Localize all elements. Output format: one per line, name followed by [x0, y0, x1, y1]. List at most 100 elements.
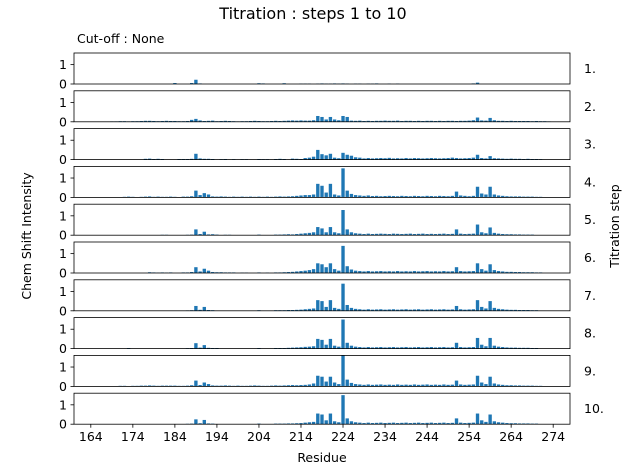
bar: [290, 158, 295, 160]
bar: [517, 385, 522, 387]
bar: [337, 422, 341, 425]
bar: [349, 382, 354, 387]
bar: [421, 196, 425, 198]
y-tick-label: 1: [59, 208, 67, 223]
bar: [450, 157, 454, 160]
bar: [316, 227, 320, 236]
bar: [480, 158, 484, 160]
bar: [467, 158, 471, 160]
bar: [198, 234, 202, 236]
bar: [190, 272, 194, 273]
y-tick-label: 0: [59, 379, 67, 394]
bar: [505, 234, 509, 236]
bar: [387, 120, 391, 122]
bar: [454, 191, 459, 198]
bar: [379, 309, 383, 311]
panel-2: 0 1 2.: [59, 90, 596, 129]
bar: [379, 271, 383, 273]
panel-6: 0 1 6.: [59, 241, 596, 281]
x-tick-label: 274: [541, 429, 565, 444]
bar: [345, 418, 349, 425]
bar: [307, 270, 312, 273]
bar: [366, 195, 370, 198]
bar: [509, 158, 513, 160]
bar: [467, 233, 471, 236]
bar: [484, 346, 488, 349]
bar: [299, 423, 303, 425]
bar: [316, 263, 320, 273]
bar: [488, 376, 492, 387]
bar: [421, 423, 425, 425]
bar: [391, 196, 396, 198]
bar: [349, 120, 354, 122]
bar: [509, 385, 513, 387]
bar: [332, 382, 337, 387]
bar: [379, 422, 383, 425]
bar: [408, 309, 412, 311]
bar: [463, 234, 467, 236]
bar: [488, 227, 492, 236]
bar: [417, 309, 421, 311]
bar: [290, 271, 295, 273]
bar: [425, 384, 429, 387]
bar: [341, 168, 345, 198]
bar: [202, 193, 206, 198]
bar: [438, 233, 442, 236]
bar: [480, 269, 484, 274]
titration-step-label: 10.: [584, 401, 604, 416]
bar: [501, 120, 505, 122]
panel-frame: [73, 90, 571, 123]
bar: [349, 421, 354, 425]
bar: [198, 385, 202, 387]
bar: [467, 384, 471, 387]
bar: [194, 305, 198, 311]
bar: [383, 271, 387, 273]
bar: [505, 423, 509, 425]
bar: [320, 301, 324, 311]
bar: [295, 385, 299, 387]
bar: [454, 229, 459, 236]
bar: [484, 270, 488, 273]
bar: [316, 149, 320, 160]
bar: [332, 157, 337, 160]
bar: [471, 422, 475, 425]
x-tick-label: 194: [205, 429, 229, 444]
bar: [475, 300, 480, 311]
bar: [475, 263, 480, 273]
bar: [307, 308, 312, 311]
bar: [295, 423, 299, 425]
bar: [488, 414, 492, 425]
bar: [362, 309, 366, 311]
bar: [438, 347, 442, 349]
bar: [383, 196, 387, 198]
bar: [404, 309, 408, 311]
bar: [463, 120, 467, 122]
bar: [509, 234, 513, 236]
bar: [274, 120, 278, 122]
bar: [480, 232, 484, 236]
bar: [509, 347, 513, 349]
bar: [328, 153, 333, 160]
bar: [488, 186, 492, 198]
panel-9: 0 1 9.: [59, 354, 596, 394]
bar: [404, 271, 408, 273]
bar: [324, 267, 328, 273]
y-tick-label: 1: [59, 360, 67, 375]
bar: [467, 347, 471, 349]
bar: [442, 309, 446, 311]
bar: [383, 158, 387, 160]
bar: [374, 195, 379, 198]
y-tick-label: 1: [59, 95, 67, 110]
bar: [395, 347, 400, 349]
bar: [383, 423, 387, 425]
bar: [400, 271, 404, 273]
bar: [299, 385, 303, 387]
bar: [362, 347, 366, 349]
bar: [446, 234, 450, 236]
bar: [337, 158, 341, 160]
bar: [450, 347, 454, 349]
bar: [337, 308, 341, 311]
bar: [450, 233, 454, 236]
bar: [337, 270, 341, 273]
x-tick-label: 224: [331, 429, 355, 444]
